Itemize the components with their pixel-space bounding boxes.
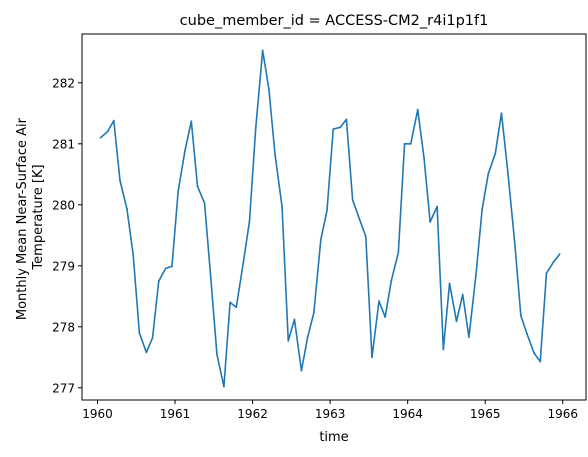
data-point [106,130,109,133]
x-tick-label: 1960 [82,407,113,421]
data-point [119,179,121,182]
data-point [151,336,154,339]
data-point [519,314,522,317]
data-point [177,190,180,193]
data-point [203,202,206,204]
y-axis-label: Monthly Mean Near-Surface Air Temperatur… [15,114,46,320]
data-point [326,209,328,212]
x-axis-label: time [319,430,348,445]
data-point [545,272,548,275]
data-point [378,300,380,303]
y-tick-label: 277 [52,381,75,395]
data-point [461,293,464,296]
data-point [358,218,361,221]
data-point [403,142,406,145]
data-point [384,316,387,318]
y-tick-label: 279 [52,259,75,273]
y-tick-label: 281 [52,137,75,151]
data-point [300,369,303,372]
data-point [267,88,270,90]
data-point [312,311,315,314]
data-point [455,320,458,323]
data-point [423,156,425,159]
data-point [157,280,160,282]
x-tick-label: 1962 [237,407,268,421]
data-point [138,332,141,334]
x-tick-label: 1963 [315,407,346,421]
x-axis: 1960 1961 1962 1963 1964 1965 1966 [82,400,578,421]
data-point [242,261,245,264]
data-point [306,336,309,339]
data-point [539,360,542,363]
data-point [171,265,173,268]
y-tick-label: 282 [52,76,75,90]
data-point [475,274,477,277]
data-point [500,112,503,115]
data-point [332,128,335,131]
data-point [319,238,322,241]
x-tick-label: 1964 [392,407,423,421]
data-point [229,301,232,304]
data-point [442,348,445,351]
data-point [99,136,102,139]
data-point [409,142,412,145]
x-tick-label: 1965 [470,407,501,421]
data-point [235,306,238,309]
data-point [390,279,393,282]
x-tick-label: 1961 [160,407,191,421]
chart-title: cube_member_id = ACCESS-CM2_r4i1p1f1 [180,13,489,29]
data-point [339,126,342,129]
data-point [481,208,483,211]
data-point [436,205,439,208]
data-point [254,127,257,130]
data-point [196,185,199,188]
data-point [216,353,218,356]
data-point [448,282,451,285]
data-point [345,118,348,121]
data-point [468,336,470,339]
data-point [293,318,296,321]
data-point [126,208,128,210]
data-point [351,199,354,201]
data-point [209,275,212,278]
data-point [261,49,264,52]
y-axis-label-line-1: Monthly Mean Near-Surface Air [15,117,30,320]
data-point [552,261,555,264]
data-point [416,108,419,111]
data-point [190,120,193,123]
data-point [526,333,528,336]
data-point [513,241,516,243]
data-point [533,352,535,354]
data-point [184,149,187,151]
data-point [364,235,367,238]
data-point [145,351,148,354]
data-point [274,153,276,156]
data-point [164,267,167,270]
y-tick-label: 278 [52,320,75,334]
data-point [494,152,497,155]
series-line [100,49,561,388]
data-point [281,205,283,208]
x-tick-label: 1966 [547,407,578,421]
data-point [287,339,290,342]
y-axis: 277 278 279 280 281 282 [52,76,82,395]
data-point [112,119,115,122]
data-point [397,251,400,254]
data-point [248,220,251,223]
data-point [558,253,561,256]
data-point [506,169,509,172]
y-axis-label-line-2: Temperature [K] [31,164,46,270]
plot-frame [81,33,587,401]
data-point [429,220,432,223]
data-point [223,385,225,388]
y-tick-label: 280 [52,198,75,212]
data-point [371,356,373,359]
data-point [487,172,490,175]
data-point [132,253,135,256]
data-points [99,49,561,388]
